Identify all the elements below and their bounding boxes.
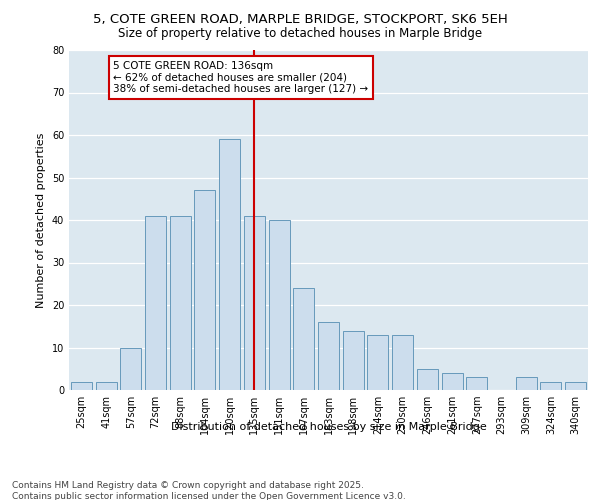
Bar [170, 216, 191, 390]
Bar [145, 216, 166, 390]
Bar [442, 373, 463, 390]
Bar [392, 335, 413, 390]
Bar [516, 377, 537, 390]
Bar [541, 382, 562, 390]
Bar [417, 369, 438, 390]
Y-axis label: Number of detached properties: Number of detached properties [36, 132, 46, 308]
Bar [466, 377, 487, 390]
Bar [194, 190, 215, 390]
Bar [120, 348, 141, 390]
Bar [367, 335, 388, 390]
Text: Distribution of detached houses by size in Marple Bridge: Distribution of detached houses by size … [171, 422, 487, 432]
Text: 5, COTE GREEN ROAD, MARPLE BRIDGE, STOCKPORT, SK6 5EH: 5, COTE GREEN ROAD, MARPLE BRIDGE, STOCK… [92, 12, 508, 26]
Bar [343, 330, 364, 390]
Text: Contains public sector information licensed under the Open Government Licence v3: Contains public sector information licen… [12, 492, 406, 500]
Bar [95, 382, 116, 390]
Bar [318, 322, 339, 390]
Text: 5 COTE GREEN ROAD: 136sqm
← 62% of detached houses are smaller (204)
38% of semi: 5 COTE GREEN ROAD: 136sqm ← 62% of detac… [113, 60, 368, 94]
Text: Contains HM Land Registry data © Crown copyright and database right 2025.: Contains HM Land Registry data © Crown c… [12, 481, 364, 490]
Text: Size of property relative to detached houses in Marple Bridge: Size of property relative to detached ho… [118, 28, 482, 40]
Bar [565, 382, 586, 390]
Bar [71, 382, 92, 390]
Bar [269, 220, 290, 390]
Bar [219, 139, 240, 390]
Bar [293, 288, 314, 390]
Bar [244, 216, 265, 390]
